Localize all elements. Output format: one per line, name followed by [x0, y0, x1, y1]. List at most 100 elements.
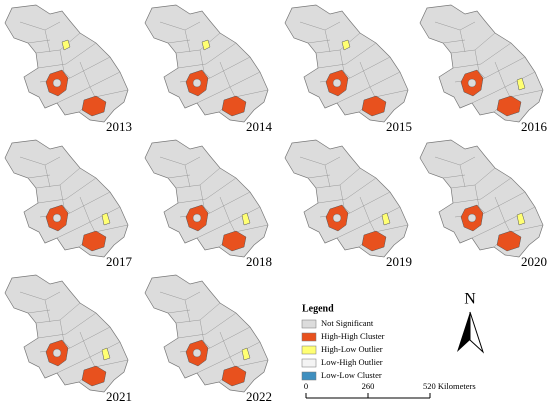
map-panel: 2014 [144, 4, 273, 134]
county-border [37, 177, 97, 204]
county-border [199, 319, 211, 349]
year-label: 2016 [521, 119, 548, 134]
high-high-area [361, 230, 387, 252]
year-label: 2014 [246, 119, 273, 134]
county-border [167, 174, 191, 179]
legend-label: High-High Cluster [321, 331, 385, 341]
county-border [59, 49, 71, 79]
county-border [442, 39, 466, 44]
county-border [359, 196, 376, 233]
high-low-area [241, 212, 251, 226]
county-border [79, 331, 96, 368]
county-border [494, 196, 511, 233]
high-low-area [241, 347, 251, 361]
year-label: 2015 [386, 119, 412, 134]
year-label: 2018 [246, 254, 272, 269]
map-panel: 2020 [419, 139, 547, 269]
legend-label: Low-Low Cluster [321, 370, 382, 380]
county-border [359, 61, 376, 98]
inner-county [52, 78, 62, 88]
inner-county [467, 78, 477, 88]
high-low-area [61, 39, 71, 51]
north-arrow: N [457, 291, 485, 354]
map-panel: 2021 [4, 274, 132, 404]
county-border [459, 29, 466, 53]
map-panel: 2022 [144, 274, 272, 404]
county-border [196, 71, 261, 104]
county-border [27, 39, 51, 44]
county-border [199, 184, 211, 214]
county-border [37, 42, 97, 69]
legend-swatch [301, 332, 317, 342]
inner-county [332, 213, 342, 223]
high-low-area [516, 212, 526, 226]
legend-swatch [301, 371, 317, 381]
high-low-area [201, 39, 211, 51]
county-border [167, 309, 191, 314]
county-border [79, 196, 96, 233]
county-border [44, 299, 51, 323]
high-low-area [516, 77, 526, 91]
legend-swatch [301, 319, 317, 329]
county-border [452, 177, 512, 204]
inner-county [192, 213, 202, 223]
county-border [27, 309, 51, 314]
high-high-area [496, 95, 522, 117]
map-grid: 2013 2014 2015 2016 2017 2018 2019 2020 2021 2022 [4, 4, 548, 404]
county-border [339, 49, 351, 79]
county-border [219, 61, 236, 98]
inner-county [192, 348, 202, 358]
scale-bar: 0 260 520 Kilometers [304, 381, 476, 399]
scale-label: 0 [304, 381, 308, 391]
map-panel: 2017 [4, 139, 133, 269]
high-high-area [221, 230, 247, 252]
map-panel: 2019 [284, 139, 412, 269]
county-border [59, 184, 71, 214]
year-label: 2019 [386, 254, 412, 269]
inner-county [192, 78, 202, 88]
county-border [37, 312, 97, 339]
year-label: 2022 [246, 389, 272, 404]
inner-county [52, 348, 62, 358]
year-label: 2020 [521, 254, 547, 269]
inner-county [332, 78, 342, 88]
high-high-area [496, 230, 522, 252]
legend-swatch [301, 358, 317, 368]
county-border [199, 49, 211, 79]
county-border [324, 164, 331, 188]
county-border [177, 42, 237, 69]
county-border [219, 196, 236, 233]
scale-label: 520 Kilometers [423, 381, 476, 391]
county-border [324, 29, 331, 53]
legend-title: Legend [302, 303, 334, 314]
county-border [44, 29, 51, 53]
year-label: 2013 [106, 119, 132, 134]
county-border [44, 164, 51, 188]
county-border [317, 177, 377, 204]
inner-county [52, 213, 62, 223]
county-border [79, 61, 96, 98]
county-border [452, 42, 512, 69]
county-border [27, 174, 51, 179]
county-border [177, 177, 237, 204]
county-border [177, 312, 237, 339]
county-border [307, 39, 331, 44]
high-high-area [221, 365, 247, 387]
high-low-area [341, 39, 351, 51]
arrow-half [469, 311, 485, 354]
high-high-area [81, 230, 107, 252]
county-border [474, 49, 486, 79]
county-border [184, 29, 191, 53]
inner-county [467, 213, 477, 223]
map-panel: 2018 [144, 139, 272, 269]
high-low-area [101, 212, 111, 226]
map-panel: 2013 [4, 4, 132, 134]
county-border [307, 174, 331, 179]
year-label: 2021 [106, 389, 132, 404]
county-border [442, 174, 466, 179]
high-low-area [101, 347, 111, 361]
county-border [459, 164, 466, 188]
legend-label: High-Low Outlier [321, 344, 383, 354]
county-border [219, 331, 236, 368]
